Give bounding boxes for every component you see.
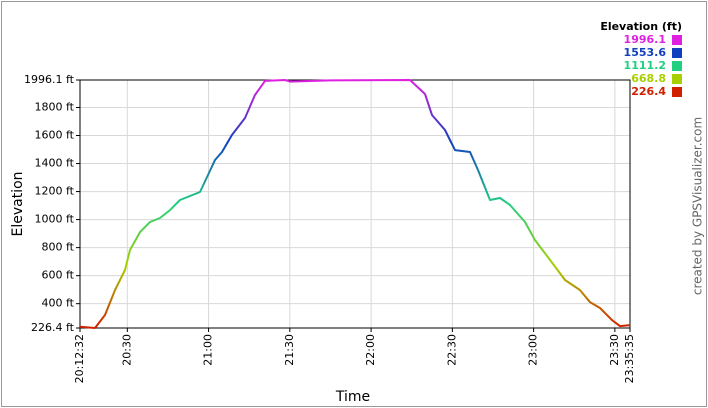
x-tick-label: 20:30	[120, 334, 133, 366]
elevation-line	[79, 79, 631, 329]
legend-title: Elevation (ft)	[600, 20, 682, 33]
y-axis-label: Elevation	[10, 171, 26, 236]
y-tick-label: 226.4 ft	[31, 321, 75, 334]
legend-label: 226.4	[631, 85, 666, 98]
legend-label: 1553.6	[624, 46, 667, 59]
x-tick-label: 21:00	[202, 334, 215, 366]
legend-label: 668.8	[631, 72, 666, 85]
y-tick-label: 1200 ft	[35, 185, 75, 198]
y-tick-label: 400 ft	[42, 297, 75, 310]
y-tick-label: 1600 ft	[35, 129, 75, 142]
legend-swatch	[672, 61, 682, 71]
x-axis-label: Time	[335, 389, 370, 405]
x-tick-label: 20:12:32	[73, 334, 86, 383]
credit: created by GPSVisualizer.com	[691, 117, 705, 295]
legend-swatch	[672, 87, 682, 97]
x-tick-label: 21:30	[283, 334, 296, 366]
legend-label: 1111.2	[624, 59, 666, 72]
legend-swatch	[672, 48, 682, 58]
legend-swatch	[672, 35, 682, 45]
x-tick-label: 23:30	[608, 334, 621, 366]
y-tick-label: 800 ft	[42, 241, 75, 254]
x-tick-label: 23:35:35	[623, 334, 636, 383]
legend-label: 1996.1	[624, 33, 666, 46]
y-tick-label: 1800 ft	[35, 100, 75, 113]
y-tick-label: 1000 ft	[35, 213, 75, 226]
y-tick-label: 1400 ft	[35, 157, 75, 170]
x-tick-label: 23:00	[527, 334, 540, 366]
y-tick-label: 1996.1 ft	[24, 73, 75, 86]
y-tick-label: 600 ft	[42, 269, 75, 282]
x-tick-label: 22:30	[445, 334, 458, 366]
legend-swatch	[672, 74, 682, 84]
x-tick-label: 22:00	[364, 334, 377, 366]
